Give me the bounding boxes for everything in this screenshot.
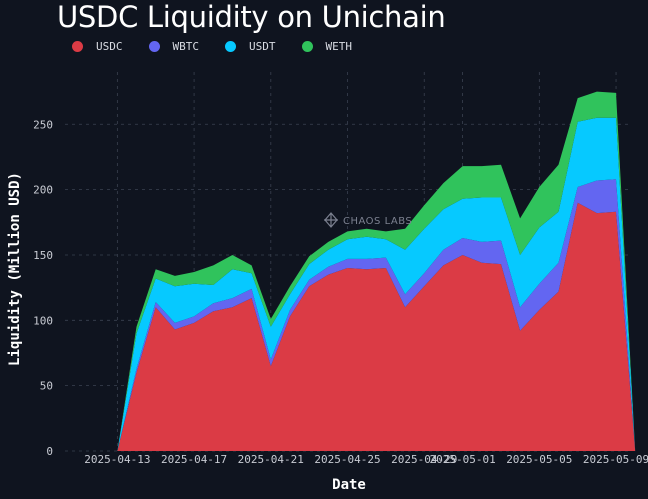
y-tick-label: 200 [33, 184, 53, 197]
watermark: CHAOS LABS [324, 212, 412, 228]
legend-label-usdt: USDT [249, 40, 276, 53]
x-axis-title: Date [332, 477, 366, 493]
legend-swatch-weth [301, 41, 313, 52]
legend-label-wbtc: WBTC [172, 40, 200, 53]
legend-item-usdc: USDC [72, 40, 123, 53]
legend-label-weth: WETH [325, 40, 353, 53]
x-tick-label: 2025-05-05 [506, 453, 572, 466]
legend-item-usdt: USDT [225, 40, 276, 53]
x-tick-label: 2025-04-17 [161, 453, 227, 466]
chaos-labs-logo-icon [324, 212, 338, 228]
area-weth [79, 91, 636, 451]
legend-item-weth: WETH [301, 40, 353, 53]
y-tick-labels: 0 50 100 150 200 250 [33, 118, 53, 458]
legend-label-usdc: USDC [96, 40, 123, 53]
legend-swatch-usdt [225, 41, 236, 52]
y-tick-label: 250 [33, 118, 53, 131]
area-usdc [79, 202, 636, 451]
legend-swatch-wbtc [148, 41, 160, 52]
y-axis-title: Liquidity (Million USD) [7, 172, 23, 366]
y-tick-label: 150 [33, 249, 53, 262]
y-tick-label: 50 [40, 380, 53, 393]
x-tick-label: 2025-04-21 [238, 453, 304, 466]
x-tick-label: 2025-05-09 [583, 453, 648, 466]
legend-item-wbtc: WBTC [148, 40, 200, 53]
x-tick-label: 2025-04-25 [314, 453, 380, 466]
stacked-areas [79, 91, 636, 451]
chart-title: USDC Liquidity on Unichain [57, 0, 446, 34]
x-tick-label: 2025-04-29 [391, 453, 457, 466]
y-tick-label: 0 [46, 445, 53, 458]
x-tick-labels: 2025-04-13 2025-04-17 2025-04-21 2025-04-25… [84, 453, 648, 466]
watermark-text: CHAOS LABS [343, 216, 412, 227]
area-usdt [79, 117, 636, 451]
x-tick-label: 2025-04-13 [84, 453, 150, 466]
x-tick-label: 2025-05-01 [429, 453, 495, 466]
y-tick-label: 100 [33, 314, 53, 327]
legend: USDC WBTC USDT WETH [72, 40, 378, 53]
legend-swatch-usdc [72, 41, 83, 52]
area-wbtc [79, 179, 636, 451]
